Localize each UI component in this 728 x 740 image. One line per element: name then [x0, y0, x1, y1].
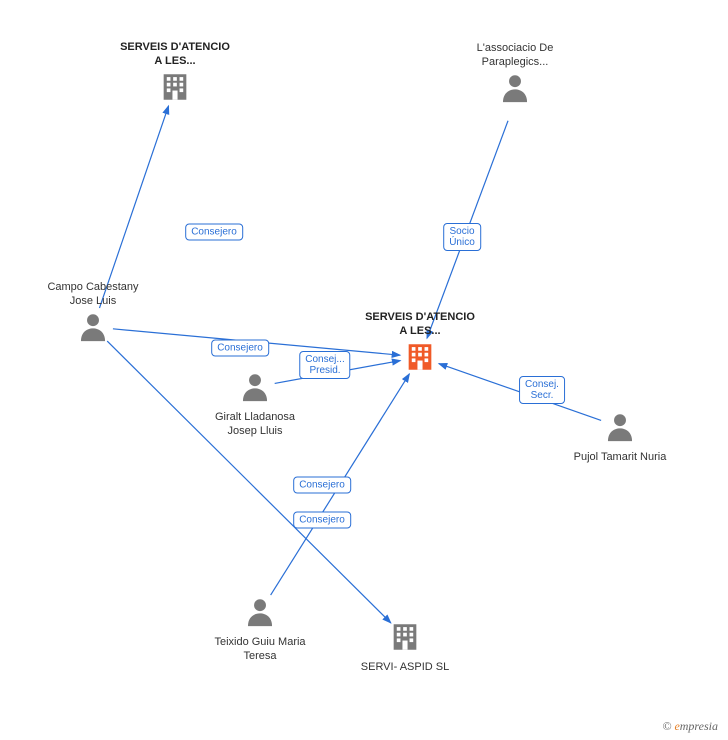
node-label: Campo Cabestany Jose Luis — [38, 280, 148, 308]
node-label: Giralt Lladanosa Josep Lluis — [200, 410, 310, 438]
edge-label[interactable]: Socio Único — [443, 223, 481, 251]
node-serveis_top[interactable]: SERVEIS D'ATENCIO A LES... — [120, 40, 230, 108]
edge-label[interactable]: Consej... Presid. — [299, 351, 350, 379]
edge-label[interactable]: Consejero — [211, 340, 269, 357]
node-label: L'associacio De Paraplegics... — [460, 41, 570, 69]
building-icon — [388, 620, 422, 654]
node-campo[interactable]: Campo Cabestany Jose Luis — [38, 280, 148, 348]
node-label: SERVI- ASPID SL — [350, 660, 460, 674]
credit-line: © empresia — [662, 719, 718, 734]
person-icon — [498, 71, 532, 105]
edge-label[interactable]: Consejero — [293, 477, 351, 494]
edge-line — [99, 106, 168, 308]
person-icon — [243, 595, 277, 629]
edge-label[interactable]: Consejero — [293, 512, 351, 529]
node-giralt[interactable]: Giralt Lladanosa Josep Lluis — [200, 370, 310, 440]
node-serviaspid[interactable]: SERVI- ASPID SL — [350, 620, 460, 676]
edge-label[interactable]: Consejero — [185, 224, 243, 241]
node-label: Pujol Tamarit Nuria — [565, 450, 675, 464]
person-icon — [238, 370, 272, 404]
building-icon — [158, 70, 192, 104]
person-icon — [76, 310, 110, 344]
building-icon — [403, 340, 437, 374]
node-assoc[interactable]: L'associacio De Paraplegics... — [460, 41, 570, 109]
node-label: SERVEIS D'ATENCIO A LES... — [365, 310, 475, 338]
node-pujol[interactable]: Pujol Tamarit Nuria — [565, 410, 675, 466]
edge-label[interactable]: Consej. Secr. — [519, 376, 565, 404]
node-teixido[interactable]: Teixido Guiu Maria Teresa — [205, 595, 315, 665]
node-label: Teixido Guiu Maria Teresa — [205, 635, 315, 663]
node-label: SERVEIS D'ATENCIO A LES... — [120, 40, 230, 68]
person-icon — [603, 410, 637, 444]
brand-rest: mpresia — [680, 719, 718, 733]
node-center[interactable]: SERVEIS D'ATENCIO A LES... — [365, 310, 475, 378]
copyright-symbol: © — [662, 719, 671, 733]
